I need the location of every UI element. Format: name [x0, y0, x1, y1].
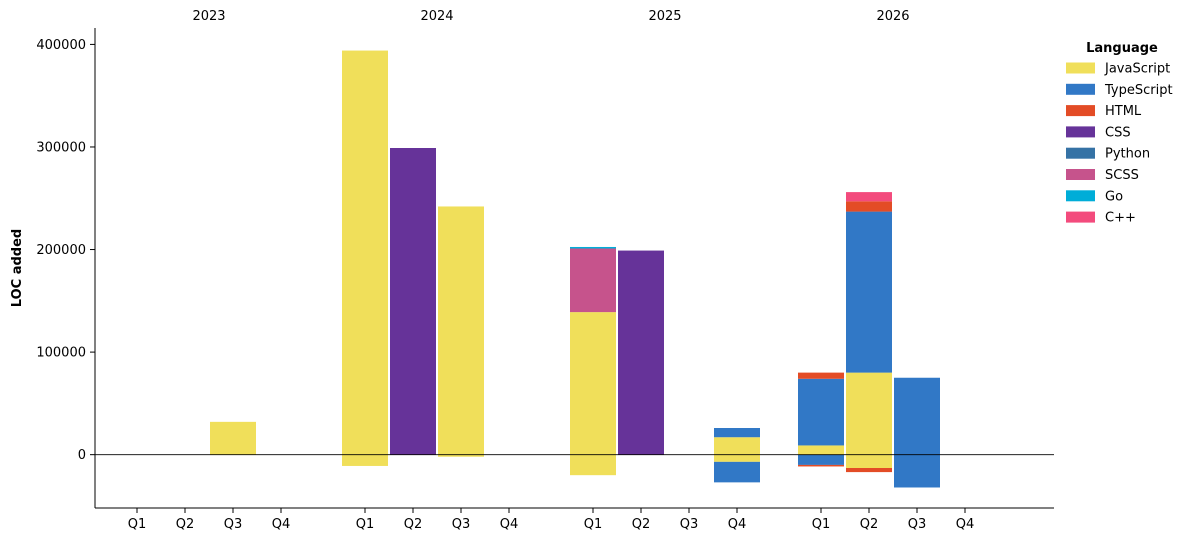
bar-segment-css: [390, 148, 436, 455]
year-label: 2026: [876, 9, 909, 24]
legend-label-css: CSS: [1105, 125, 1131, 140]
bar-segment-cpp: [846, 192, 892, 202]
x-tick-label: Q3: [224, 517, 243, 532]
y-ticks: 0 100000 200000 300000 400000: [36, 38, 95, 463]
legend-title: Language: [1086, 41, 1158, 56]
bar-segment-javascript: [570, 312, 616, 455]
year-label: 2025: [648, 9, 681, 24]
legend-label-go: Go: [1105, 189, 1123, 204]
bar-segment-html: [798, 464, 844, 467]
x-tick-label: Q2: [176, 517, 195, 532]
legend: Language JavaScript TypeScript HTML CSS Pyth…: [1066, 41, 1173, 226]
bar-segment-javascript: [714, 437, 760, 455]
bar-segment-typescript: [894, 377, 940, 455]
x-tick-label: Q3: [680, 517, 699, 532]
legend-label-scss: SCSS: [1105, 168, 1139, 183]
y-tick-label: 100000: [36, 346, 86, 361]
bar-segment-html: [798, 372, 844, 379]
x-tick-label: Q3: [452, 517, 471, 532]
bar-segment-javascript: [342, 50, 388, 455]
year-labels: 2023 2024 2025 2026: [192, 9, 909, 24]
x-tick-label: Q1: [356, 517, 375, 532]
bar-segment-typescript: [798, 454, 844, 465]
legend-items: JavaScript TypeScript HTML CSS Python SCSS Go C…: [1066, 62, 1173, 226]
x-tick-label: Q2: [860, 517, 879, 532]
bar-segment-javascript: [846, 372, 892, 455]
bars-layer: [210, 50, 940, 488]
x-tick-label: Q4: [272, 517, 291, 532]
x-tick-label: Q1: [128, 517, 147, 532]
bar-segment-javascript: [714, 454, 760, 462]
x-tick-label: Q2: [632, 517, 651, 532]
legend-swatch-go: [1066, 190, 1095, 202]
bar-segment-go: [570, 246, 616, 249]
y-tick-label: 300000: [36, 140, 86, 155]
legend-label-html: HTML: [1105, 104, 1142, 119]
year-label: 2023: [192, 9, 225, 24]
y-tick-label: 0: [78, 448, 86, 463]
bar-segment-javascript: [846, 454, 892, 468]
bar-segment-typescript: [894, 454, 940, 488]
legend-label-typescript: TypeScript: [1104, 83, 1173, 98]
x-ticks: Q1 Q2 Q3 Q4 Q1 Q2 Q3 Q4 Q1 Q2 Q3 Q4 Q1 Q2 Q3 Q4: [128, 508, 975, 532]
legend-swatch-html: [1066, 105, 1095, 117]
x-tick-label: Q3: [908, 517, 927, 532]
legend-swatch-css: [1066, 126, 1095, 138]
y-axis-label: LOC added: [10, 229, 25, 307]
y-tick-label: 200000: [36, 243, 86, 258]
x-tick-label: Q1: [584, 517, 603, 532]
bar-segment-html: [846, 468, 892, 473]
bar-segment-javascript: [438, 454, 484, 457]
legend-swatch-scss: [1066, 169, 1095, 180]
legend-swatch-python: [1066, 147, 1095, 159]
year-label: 2024: [420, 9, 453, 24]
bar-segment-javascript: [570, 454, 616, 476]
x-tick-label: Q4: [956, 517, 975, 532]
bar-segment-typescript: [714, 428, 760, 438]
bar-segment-typescript: [798, 378, 844, 446]
x-tick-label: Q4: [728, 517, 747, 532]
legend-swatch-javascript: [1066, 62, 1095, 74]
bar-segment-scss: [570, 248, 616, 313]
x-tick-label: Q2: [404, 517, 423, 532]
legend-label-python: Python: [1105, 147, 1150, 162]
bar-segment-javascript: [798, 445, 844, 455]
y-tick-label: 400000: [36, 38, 86, 53]
bar-segment-typescript: [846, 211, 892, 373]
x-tick-label: Q1: [812, 517, 831, 532]
bar-segment-html: [846, 201, 892, 212]
legend-swatch-cpp: [1066, 211, 1095, 223]
bar-segment-typescript: [714, 461, 760, 483]
bar-segment-javascript: [438, 206, 484, 455]
legend-swatch-typescript: [1066, 83, 1095, 95]
bar-segment-javascript: [342, 454, 388, 466]
bar-segment-css: [618, 250, 664, 455]
x-tick-label: Q4: [500, 517, 519, 532]
legend-label-javascript: JavaScript: [1104, 62, 1170, 77]
legend-label-cpp: C++: [1105, 211, 1136, 226]
bar-segment-javascript: [210, 421, 256, 455]
